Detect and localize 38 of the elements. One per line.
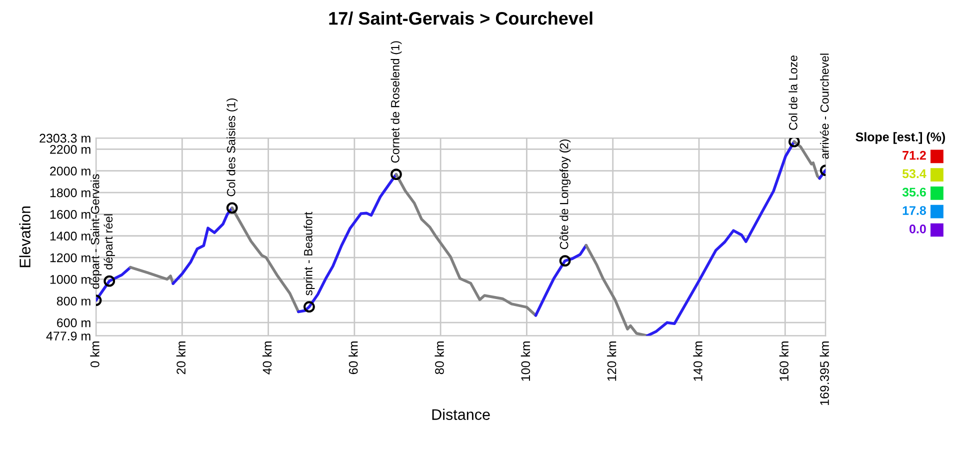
- y-tick-label: 1400 m: [50, 232, 90, 241]
- annotation: départ réel: [104, 214, 115, 270]
- x-tick-label: 160 km: [779, 341, 788, 381]
- y-tick-label: 600 m: [57, 318, 90, 328]
- x-tick-label: 100 km: [520, 341, 530, 381]
- x-tick-label: 20 km: [176, 341, 186, 374]
- y-tick-label: 477.9 m: [46, 332, 90, 340]
- color-bar-label: 35.6: [902, 188, 926, 197]
- color-bar-label: 71.2: [902, 150, 926, 160]
- color-bar-label: 17.8: [902, 206, 926, 215]
- x-tick-label: 120 km: [607, 341, 616, 381]
- y-tick-label: 2303.3 m: [40, 134, 90, 143]
- y-tick-label: 1000 m: [50, 275, 90, 284]
- x-tick-label: 40 km: [262, 341, 272, 374]
- x-axis-title: Distance: [432, 408, 490, 420]
- annotation: sprint - Beaufort: [304, 212, 315, 296]
- y-tick-label: 1800 m: [50, 188, 90, 198]
- y-tick-label: 1600 m: [50, 210, 90, 219]
- annotation: Col des Saisies (1): [226, 98, 238, 196]
- annotation: Cornet de Roselend (1): [390, 41, 402, 163]
- x-tick-label: 80 km: [434, 341, 444, 374]
- y-tick-label: 2200 m: [50, 144, 90, 154]
- annotation: Côte de Longefoy (2): [560, 140, 571, 250]
- x-tick-label: 60 km: [348, 341, 358, 374]
- y-tick-label: 800 m: [56, 296, 90, 306]
- x-tick-label: 0 km: [90, 341, 100, 368]
- color-bar-label: 0.0: [910, 224, 926, 234]
- y-axis-title: Elevation: [19, 206, 30, 268]
- x-tick-label: 169.395 km: [820, 341, 829, 406]
- y-tick-label: 2000 m: [50, 166, 90, 176]
- annotation: Col de la Loze: [788, 56, 798, 130]
- y-tick-label: 1200 m: [50, 253, 90, 262]
- color-bar-title: Slope [est.] (%): [856, 132, 945, 144]
- chart-title: 17/ Saint-Gervais > Courchevel: [329, 12, 592, 25]
- annotation: départ - Saint-Gervais: [90, 174, 102, 289]
- annotation: arrivée - Courchevel: [820, 54, 829, 159]
- x-tick-label: 140 km: [693, 341, 702, 381]
- color-bar-label: 53.4: [902, 169, 926, 178]
